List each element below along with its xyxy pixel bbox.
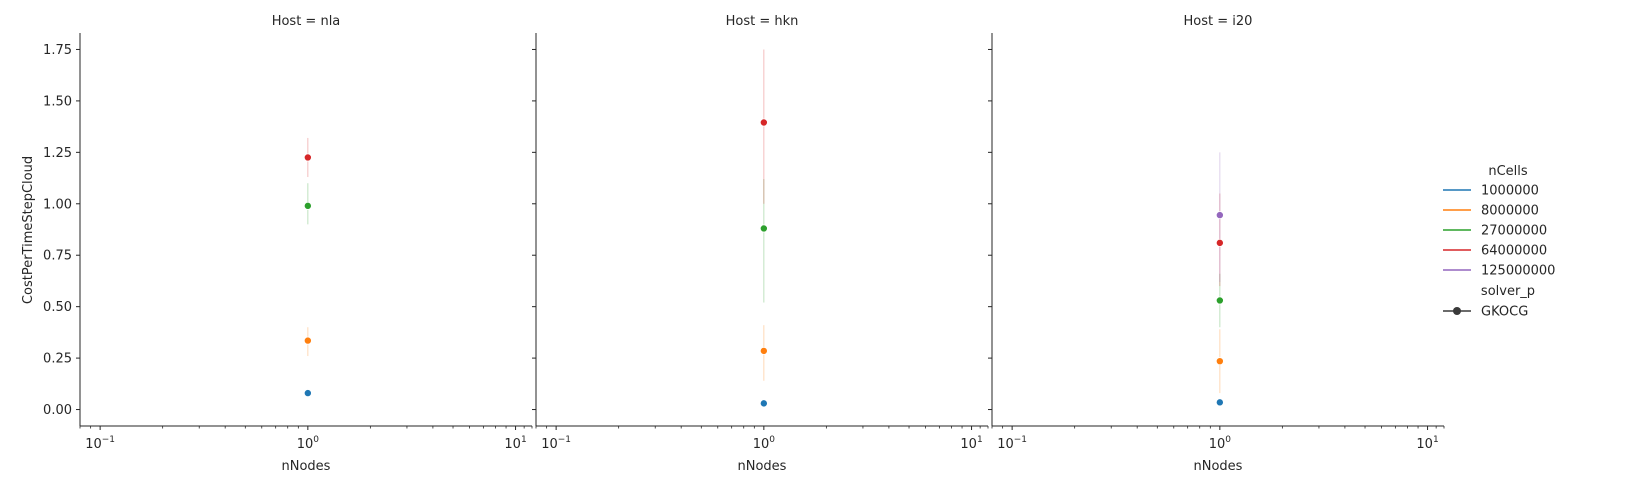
x-tick-label: 101 [1416, 435, 1438, 452]
legend-style-entry: GKOCG [1481, 305, 1528, 320]
y-tick-label: 0.50 [43, 300, 72, 315]
y-tick-label: 0.25 [43, 352, 72, 367]
legend-entry-125000000: 125000000 [1481, 264, 1555, 279]
panel-title: Host = nla [272, 14, 341, 29]
x-tick-label: 100 [1209, 435, 1232, 452]
legend-entry-27000000: 27000000 [1481, 224, 1547, 239]
data-point-125000000 [1215, 211, 1224, 220]
legend-entry-8000000: 8000000 [1481, 204, 1539, 219]
legend: nCells 1000000 8000000 27000000 64000000 1250… [1443, 164, 1555, 320]
data-point-64000000 [1215, 238, 1224, 247]
x-tick-label: 10−1 [85, 435, 115, 452]
data-point-64000000 [303, 153, 312, 162]
panel-2: Host = hkn 10−1 100 101 nNodes [532, 14, 989, 474]
legend-entry-64000000: 64000000 [1481, 244, 1547, 259]
y-axis-label: CostPerTimeStepCloud [21, 156, 36, 304]
panels: Host = nla 0.00 0.25 0.50 0.75 1.00 1.25 1.50 1.… [43, 14, 1445, 474]
x-axis-label: nNodes [738, 459, 787, 474]
data-point-27000000 [303, 201, 312, 210]
data-point-1000000 [303, 389, 312, 398]
y-tick-label: 1.25 [43, 146, 72, 161]
y-tick-label: 0.00 [43, 403, 72, 418]
data-point-8000000 [303, 336, 312, 345]
legend-style-marker [1453, 307, 1461, 315]
x-axis-label: nNodes [282, 459, 331, 474]
data-point-64000000 [759, 118, 768, 127]
y-tick-label: 1.50 [43, 94, 72, 109]
legend-entry-1000000: 1000000 [1481, 184, 1539, 199]
x-tick-label: 101 [504, 435, 526, 452]
data-point-1000000 [759, 399, 768, 408]
data-point-1000000 [1215, 398, 1224, 407]
panel-3: Host = i20 10−1 100 101 nNodes [988, 14, 1445, 474]
x-tick-label: 100 [297, 435, 320, 452]
data-point-8000000 [759, 346, 768, 355]
y-tick-label: 1.00 [43, 197, 72, 212]
data-point-27000000 [1215, 296, 1224, 305]
data-point-8000000 [1215, 357, 1224, 366]
panel-title: Host = i20 [1184, 14, 1253, 29]
x-tick-label: 101 [960, 435, 982, 452]
panel-title: Host = hkn [726, 14, 799, 29]
legend-style-title: solver_p [1481, 284, 1535, 299]
y-tick-label: 0.75 [43, 249, 72, 264]
x-tick-label: 10−1 [997, 435, 1027, 452]
panel-1: Host = nla 0.00 0.25 0.50 0.75 1.00 1.25 1.50 1.… [43, 14, 533, 474]
x-axis-label: nNodes [1194, 459, 1243, 474]
x-tick-label: 100 [753, 435, 776, 452]
legend-hue-title: nCells [1488, 164, 1528, 179]
x-tick-label: 10−1 [541, 435, 571, 452]
y-tick-label: 1.75 [43, 43, 72, 58]
data-point-27000000 [759, 224, 768, 233]
